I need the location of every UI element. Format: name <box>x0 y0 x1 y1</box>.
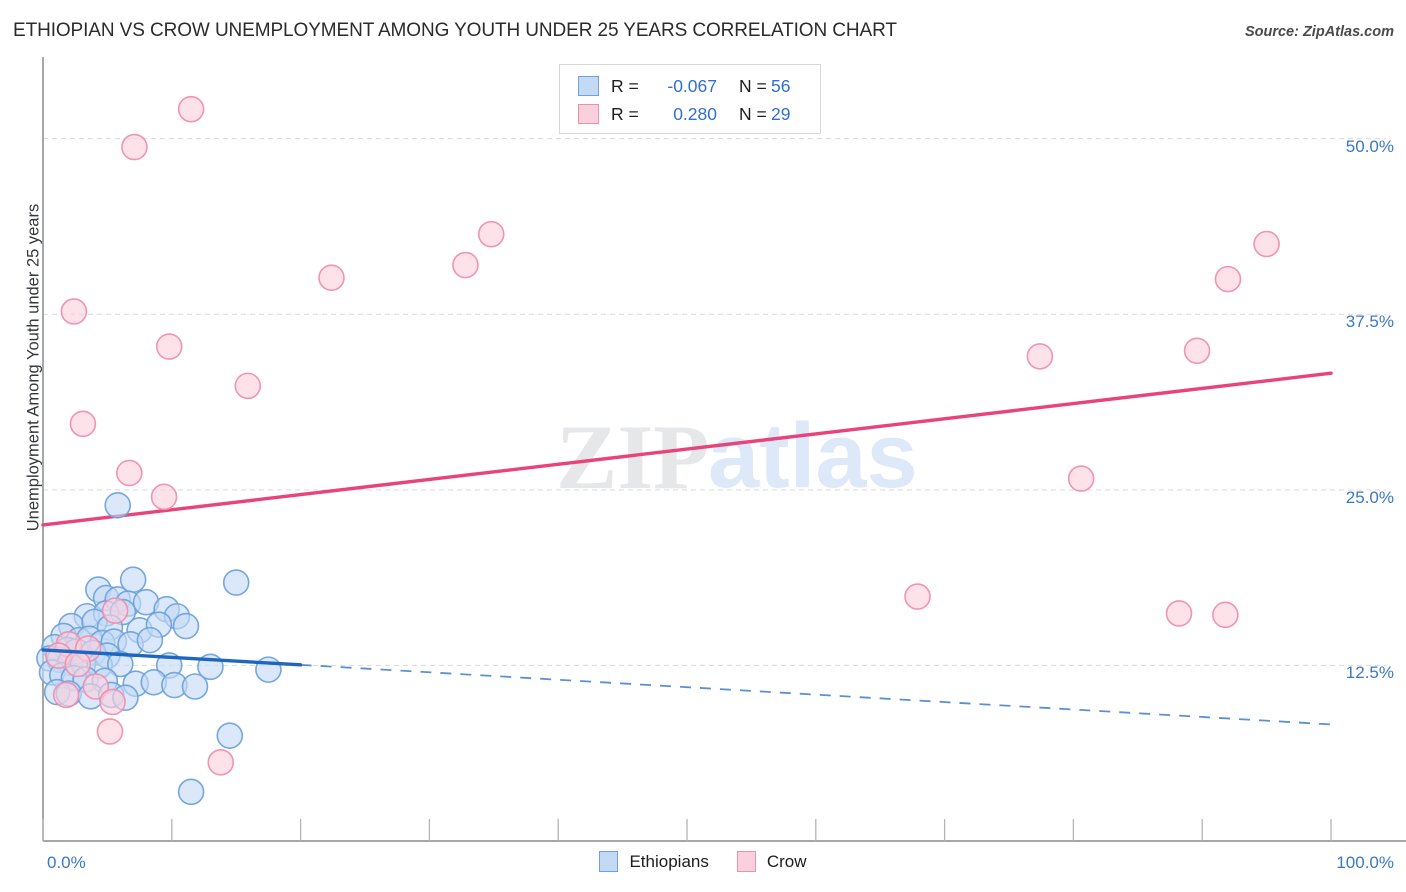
series-points-crow <box>45 95 1280 776</box>
stat-row-ethiopians: R = -0.067 N = 56 <box>578 72 820 100</box>
data-point <box>99 688 126 716</box>
data-point <box>106 650 134 678</box>
data-point <box>121 133 148 161</box>
data-point <box>177 778 205 806</box>
data-point <box>104 491 131 519</box>
r-value-ethiopians: -0.067 <box>667 75 717 96</box>
data-point <box>64 650 92 678</box>
y-tick-label-2: 25.0% <box>1345 487 1394 507</box>
n-label-ethiopians: N = <box>739 75 767 96</box>
data-point <box>1165 600 1193 627</box>
r-label-ethiopians: R = <box>611 75 639 96</box>
legend-swatch-ethiopians-icon <box>599 851 619 872</box>
correlation-stats-box: R = -0.067 N = 56 R = 0.280 N = 29 <box>559 64 821 134</box>
y-tick-label-0: 50.0% <box>1345 136 1394 156</box>
y-tick-label-1: 37.5% <box>1345 312 1394 332</box>
data-point <box>318 264 345 292</box>
trendline-crow <box>41 371 1333 527</box>
data-point <box>1183 337 1211 365</box>
data-point <box>96 718 124 745</box>
series-legend: Ethiopians Crow <box>0 851 1406 872</box>
series-swatch-ethiopians-icon <box>578 76 599 96</box>
source-label: Source: ZipAtlas.com <box>1244 24 1394 40</box>
stat-row-crow: R = 0.280 N = 29 <box>578 100 820 128</box>
legend-swatch-crow-icon <box>736 851 756 872</box>
n-value-ethiopians: 56 <box>771 75 791 96</box>
data-point <box>1253 230 1280 258</box>
data-point <box>60 298 88 325</box>
data-point <box>52 681 80 709</box>
legend-label-ethiopians: Ethiopians <box>629 851 709 871</box>
data-point <box>477 220 505 248</box>
data-point <box>82 673 110 700</box>
page-title: ETHIOPIAN VS CROW UNEMPLOYMENT AMONG YOU… <box>13 20 897 41</box>
r-label-crow: R = <box>611 103 639 124</box>
data-point <box>1026 343 1054 370</box>
legend-item-crow[interactable]: Crow <box>736 851 807 872</box>
data-point <box>101 597 129 624</box>
legend-item-ethiopians[interactable]: Ethiopians <box>599 851 709 872</box>
series-swatch-crow-icon <box>578 104 599 124</box>
trendline-ethiopians <box>41 648 1332 726</box>
n-value-crow: 29 <box>771 103 791 124</box>
data-point <box>172 612 200 640</box>
data-point <box>177 95 205 123</box>
x-tick-min: 0.0% <box>47 853 86 872</box>
data-point <box>181 673 209 700</box>
data-point <box>216 722 244 749</box>
data-point <box>150 483 178 511</box>
data-point <box>1214 265 1242 293</box>
legend-label-crow: Crow <box>766 851 807 871</box>
data-point <box>1067 465 1095 492</box>
data-point <box>1212 601 1239 629</box>
data-point <box>116 459 143 487</box>
data-point <box>222 569 250 596</box>
data-point <box>452 251 479 279</box>
y-tick-label-3: 12.5% <box>1345 663 1394 683</box>
r-value-crow: 0.280 <box>673 103 717 124</box>
data-point <box>234 372 262 400</box>
data-point <box>136 626 164 654</box>
data-point <box>69 410 97 438</box>
data-point <box>207 749 235 776</box>
n-label-crow: N = <box>739 103 767 124</box>
x-tick-max: 100.0% <box>1336 853 1394 872</box>
data-point <box>155 333 183 360</box>
data-point <box>904 583 931 610</box>
